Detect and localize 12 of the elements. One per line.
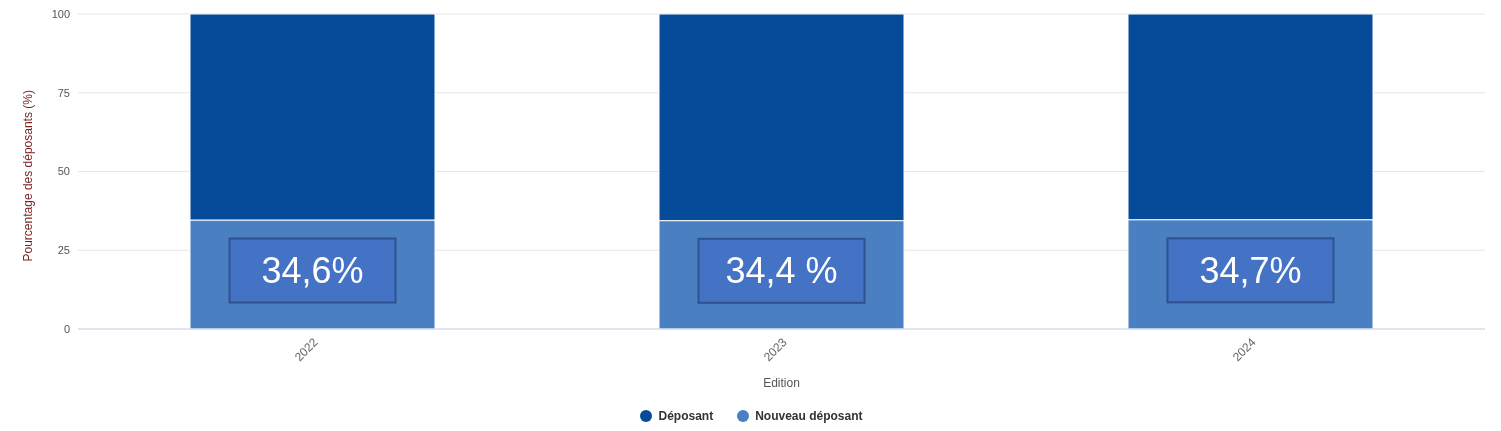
- y-tick-label: 100: [51, 7, 70, 20]
- x-axis-title: Edition: [763, 376, 800, 390]
- y-tick-label: 0: [63, 322, 70, 335]
- data-label: 34,7%: [1199, 249, 1302, 291]
- legend-label: Nouveau déposant: [754, 409, 863, 423]
- data-label: 34,4 %: [725, 250, 838, 292]
- y-tick-label: 50: [57, 165, 70, 178]
- y-axis-title: Pourcentage des déposants (%): [21, 90, 36, 262]
- y-tick-label: 25: [57, 244, 70, 257]
- y-tick-label: 75: [57, 86, 70, 99]
- data-label: 34,6%: [261, 250, 364, 292]
- legend-label: Déposant: [657, 409, 714, 423]
